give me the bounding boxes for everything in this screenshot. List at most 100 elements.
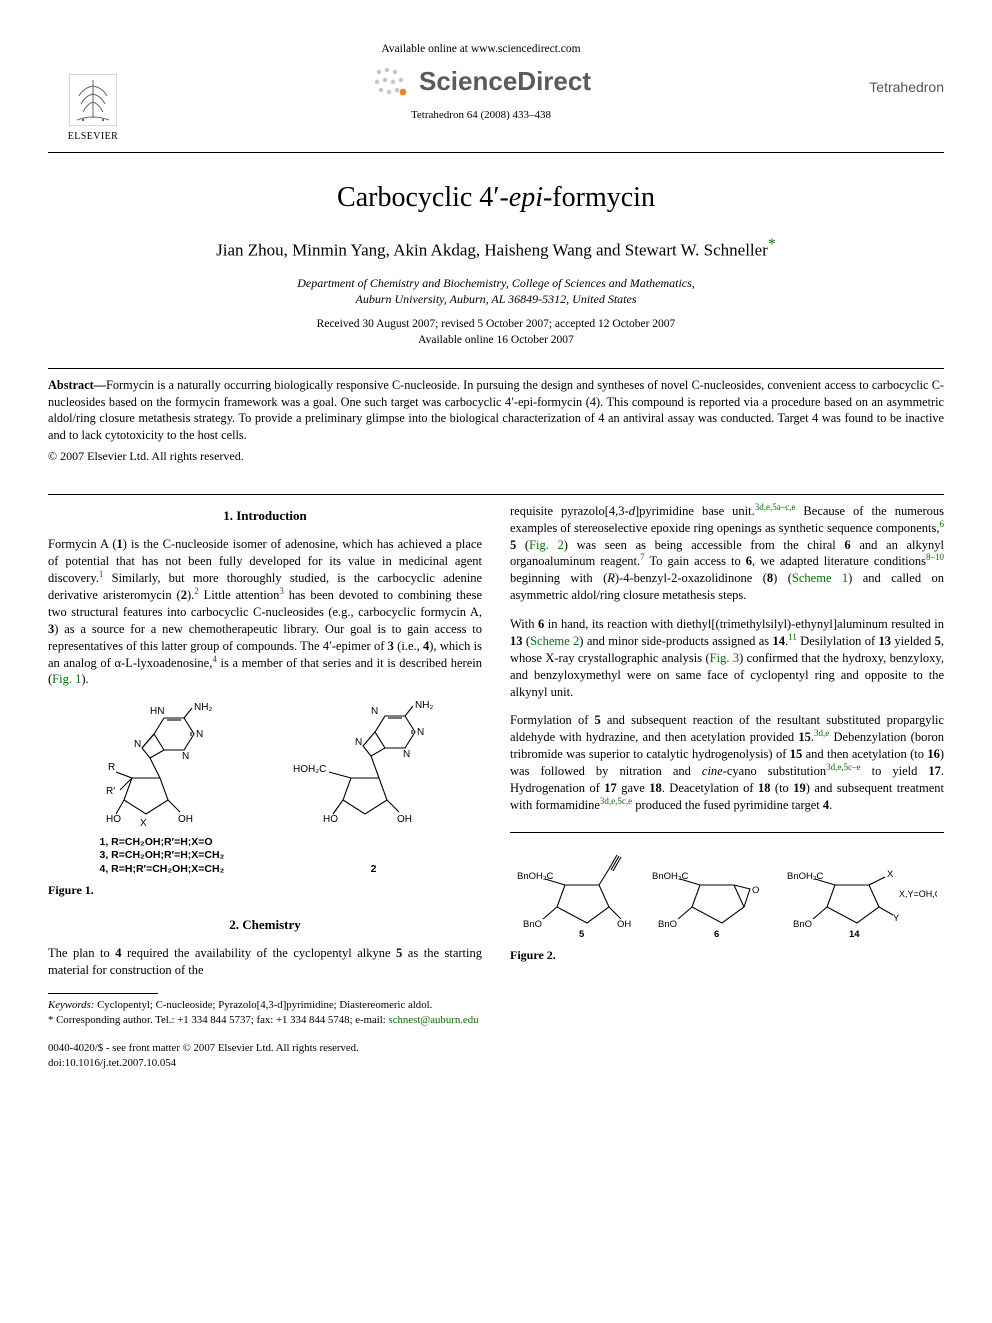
footer-left: 0040-4020/$ - see front matter © 2007 El… <box>48 1041 359 1070</box>
affiliation-line-1: Department of Chemistry and Biochemistry… <box>48 275 944 291</box>
authors-line: Jian Zhou, Minmin Yang, Akin Akdag, Hais… <box>48 234 944 263</box>
corresponding-line: * Corresponding author. Tel.: +1 334 844… <box>48 1013 482 1028</box>
figure-2-caption: Figure 2. <box>510 947 944 963</box>
svg-text:HO: HO <box>106 814 121 825</box>
ref-3de[interactable]: 3d,e <box>814 728 829 738</box>
chemistry-paragraph-1: The plan to 4 required the availability … <box>48 945 482 979</box>
corresponding-marker: * <box>768 236 776 253</box>
affiliation: Department of Chemistry and Biochemistry… <box>48 275 944 307</box>
ref-3de5ce[interactable]: 3d,e,5c–e <box>826 762 860 772</box>
svg-text:X,Y=OH,Cl: X,Y=OH,Cl <box>899 889 937 899</box>
svg-text:OH: OH <box>397 814 412 825</box>
abstract-label: Abstract— <box>48 378 106 392</box>
title-post: -formycin <box>543 182 655 213</box>
figure-1-structure-left: HN NH₂ N N N R R′ X HO OH <box>72 700 242 830</box>
svg-text:BnO: BnO <box>658 919 677 930</box>
body-columns: 1. Introduction Formycin A (1) is the C-… <box>48 503 944 1027</box>
ref-11[interactable]: 11 <box>788 632 797 642</box>
svg-text:HOH₂C: HOH₂C <box>293 764 326 775</box>
figure-3-link[interactable]: Fig. 3 <box>710 651 739 665</box>
svg-text:N: N <box>134 739 141 750</box>
svg-text:HN: HN <box>150 706 164 717</box>
journal-name-block: Tetrahedron <box>824 38 944 97</box>
header-center: Available online at www.sciencedirect.co… <box>138 38 824 122</box>
svg-text:OH: OH <box>178 814 193 825</box>
footer-doi: doi:10.1016/j.tet.2007.10.054 <box>48 1056 359 1071</box>
svg-text:NH₂: NH₂ <box>194 702 212 713</box>
keywords-line: Keywords: Cyclopentyl; C-nucleoside; Pyr… <box>48 998 482 1013</box>
svg-text:X: X <box>140 818 147 829</box>
scheme-1-link[interactable]: Scheme 1 <box>792 571 848 585</box>
figure-2-link[interactable]: Fig. 2 <box>529 538 564 552</box>
article-title: Carbocyclic 4′-epi-formycin <box>48 179 944 217</box>
footnote-divider <box>48 993 158 994</box>
figure-2-structure-5: BnOH₂C BnO OH 5 <box>517 841 645 941</box>
section-chemistry-heading: 2. Chemistry <box>48 916 482 934</box>
ref-8-10[interactable]: 8–10 <box>926 552 944 562</box>
col2-paragraph-1: requisite pyrazolo[4,3-d]pyrimidine base… <box>510 503 944 604</box>
svg-text:N: N <box>196 729 203 740</box>
figure-1-structure-right: NH₂ N N N N HOH₂C HO OH <box>289 700 459 830</box>
ref-3d5[interactable]: 3d,e,5a–c,e <box>755 502 796 512</box>
article-header: ELSEVIER Available online at www.science… <box>48 38 944 153</box>
figure-1: HN NH₂ N N N R R′ X HO OH <box>48 700 482 898</box>
date-received: Received 30 August 2007; revised 5 Octob… <box>48 317 944 333</box>
svg-text:N: N <box>355 737 362 748</box>
date-online: Available online 16 October 2007 <box>48 333 944 349</box>
authors-text: Jian Zhou, Minmin Yang, Akin Akdag, Hais… <box>216 241 768 260</box>
journal-citation: Tetrahedron 64 (2008) 433–438 <box>138 108 824 123</box>
svg-text:BnO: BnO <box>793 919 812 930</box>
svg-text:N: N <box>182 751 189 762</box>
figure-1-caption: Figure 1. <box>48 882 482 898</box>
elsevier-logo-block: ELSEVIER <box>48 38 138 144</box>
corresponding-email[interactable]: schnest@auburn.edu <box>389 1014 479 1026</box>
svg-text:14: 14 <box>849 929 860 940</box>
divider-bottom <box>48 494 944 495</box>
svg-text:N: N <box>417 727 424 738</box>
journal-name: Tetrahedron <box>824 78 944 97</box>
abstract-body: Formycin is a naturally occurring biolog… <box>48 378 944 442</box>
affiliation-line-2: Auburn University, Auburn, AL 36849-5312… <box>48 291 944 307</box>
intro-paragraph-1: Formycin A (1) is the C-nucleoside isome… <box>48 536 482 688</box>
svg-text:N: N <box>371 706 378 717</box>
elsevier-tree-icon <box>69 74 117 126</box>
column-right: requisite pyrazolo[4,3-d]pyrimidine base… <box>510 503 944 1027</box>
ref-6[interactable]: 6 <box>940 519 945 529</box>
section-intro-heading: 1. Introduction <box>48 507 482 525</box>
figure-1-label-2: 2 <box>289 863 459 876</box>
svg-text:BnO: BnO <box>523 919 542 930</box>
svg-text:O: O <box>752 885 759 896</box>
footer-copyright: 0040-4020/$ - see front matter © 2007 El… <box>48 1041 359 1056</box>
svg-text:BnOH₂C: BnOH₂C <box>652 871 689 882</box>
title-dash: - <box>499 182 508 213</box>
col2-paragraph-2: With 6 in hand, its reaction with diethy… <box>510 616 944 700</box>
sciencedirect-wordmark: ScienceDirect <box>419 64 591 99</box>
figure-2-structure-14: BnOH₂C BnO X Y X,Y=OH,Cl 14 <box>787 841 937 941</box>
col2-paragraph-3: Formylation of 5 and subsequent reaction… <box>510 712 944 813</box>
svg-text:N: N <box>403 749 410 760</box>
figure-1-labels-left: 1, R=CH₂OH;R′=H;X=O 3, R=CH₂OH;R′=H;X=CH… <box>72 836 242 875</box>
title-epi: epi <box>509 182 543 213</box>
svg-text:5: 5 <box>579 929 585 940</box>
figure-2-divider <box>510 832 944 833</box>
footnotes: Keywords: Cyclopentyl; C-nucleoside; Pyr… <box>48 998 482 1027</box>
page-footer: 0040-4020/$ - see front matter © 2007 El… <box>48 1041 944 1070</box>
scheme-2-link[interactable]: Scheme 2 <box>530 634 579 648</box>
svg-text:BnOH₂C: BnOH₂C <box>517 871 554 882</box>
sciencedirect-mark-icon <box>371 62 411 102</box>
svg-text:R′: R′ <box>106 786 115 797</box>
title-pre: Carbocyclic 4 <box>337 182 493 213</box>
sciencedirect-logo: ScienceDirect <box>138 62 824 102</box>
figure-1-link[interactable]: Fig. 1 <box>52 672 81 686</box>
svg-text:NH₂: NH₂ <box>415 700 433 711</box>
svg-text:BnOH₂C: BnOH₂C <box>787 871 824 882</box>
figure-2: BnOH₂C BnO OH 5 <box>510 841 944 963</box>
column-left: 1. Introduction Formycin A (1) is the C-… <box>48 503 482 1027</box>
svg-text:R: R <box>108 762 115 773</box>
abstract: Abstract—Formycin is a naturally occurri… <box>48 377 944 443</box>
svg-text:Y: Y <box>893 913 900 924</box>
abstract-copyright: © 2007 Elsevier Ltd. All rights reserved… <box>48 448 944 464</box>
available-online-text: Available online at www.sciencedirect.co… <box>138 42 824 58</box>
svg-text:X: X <box>887 869 894 880</box>
ref-3de5ce-b[interactable]: 3d,e,5c,e <box>600 796 632 806</box>
